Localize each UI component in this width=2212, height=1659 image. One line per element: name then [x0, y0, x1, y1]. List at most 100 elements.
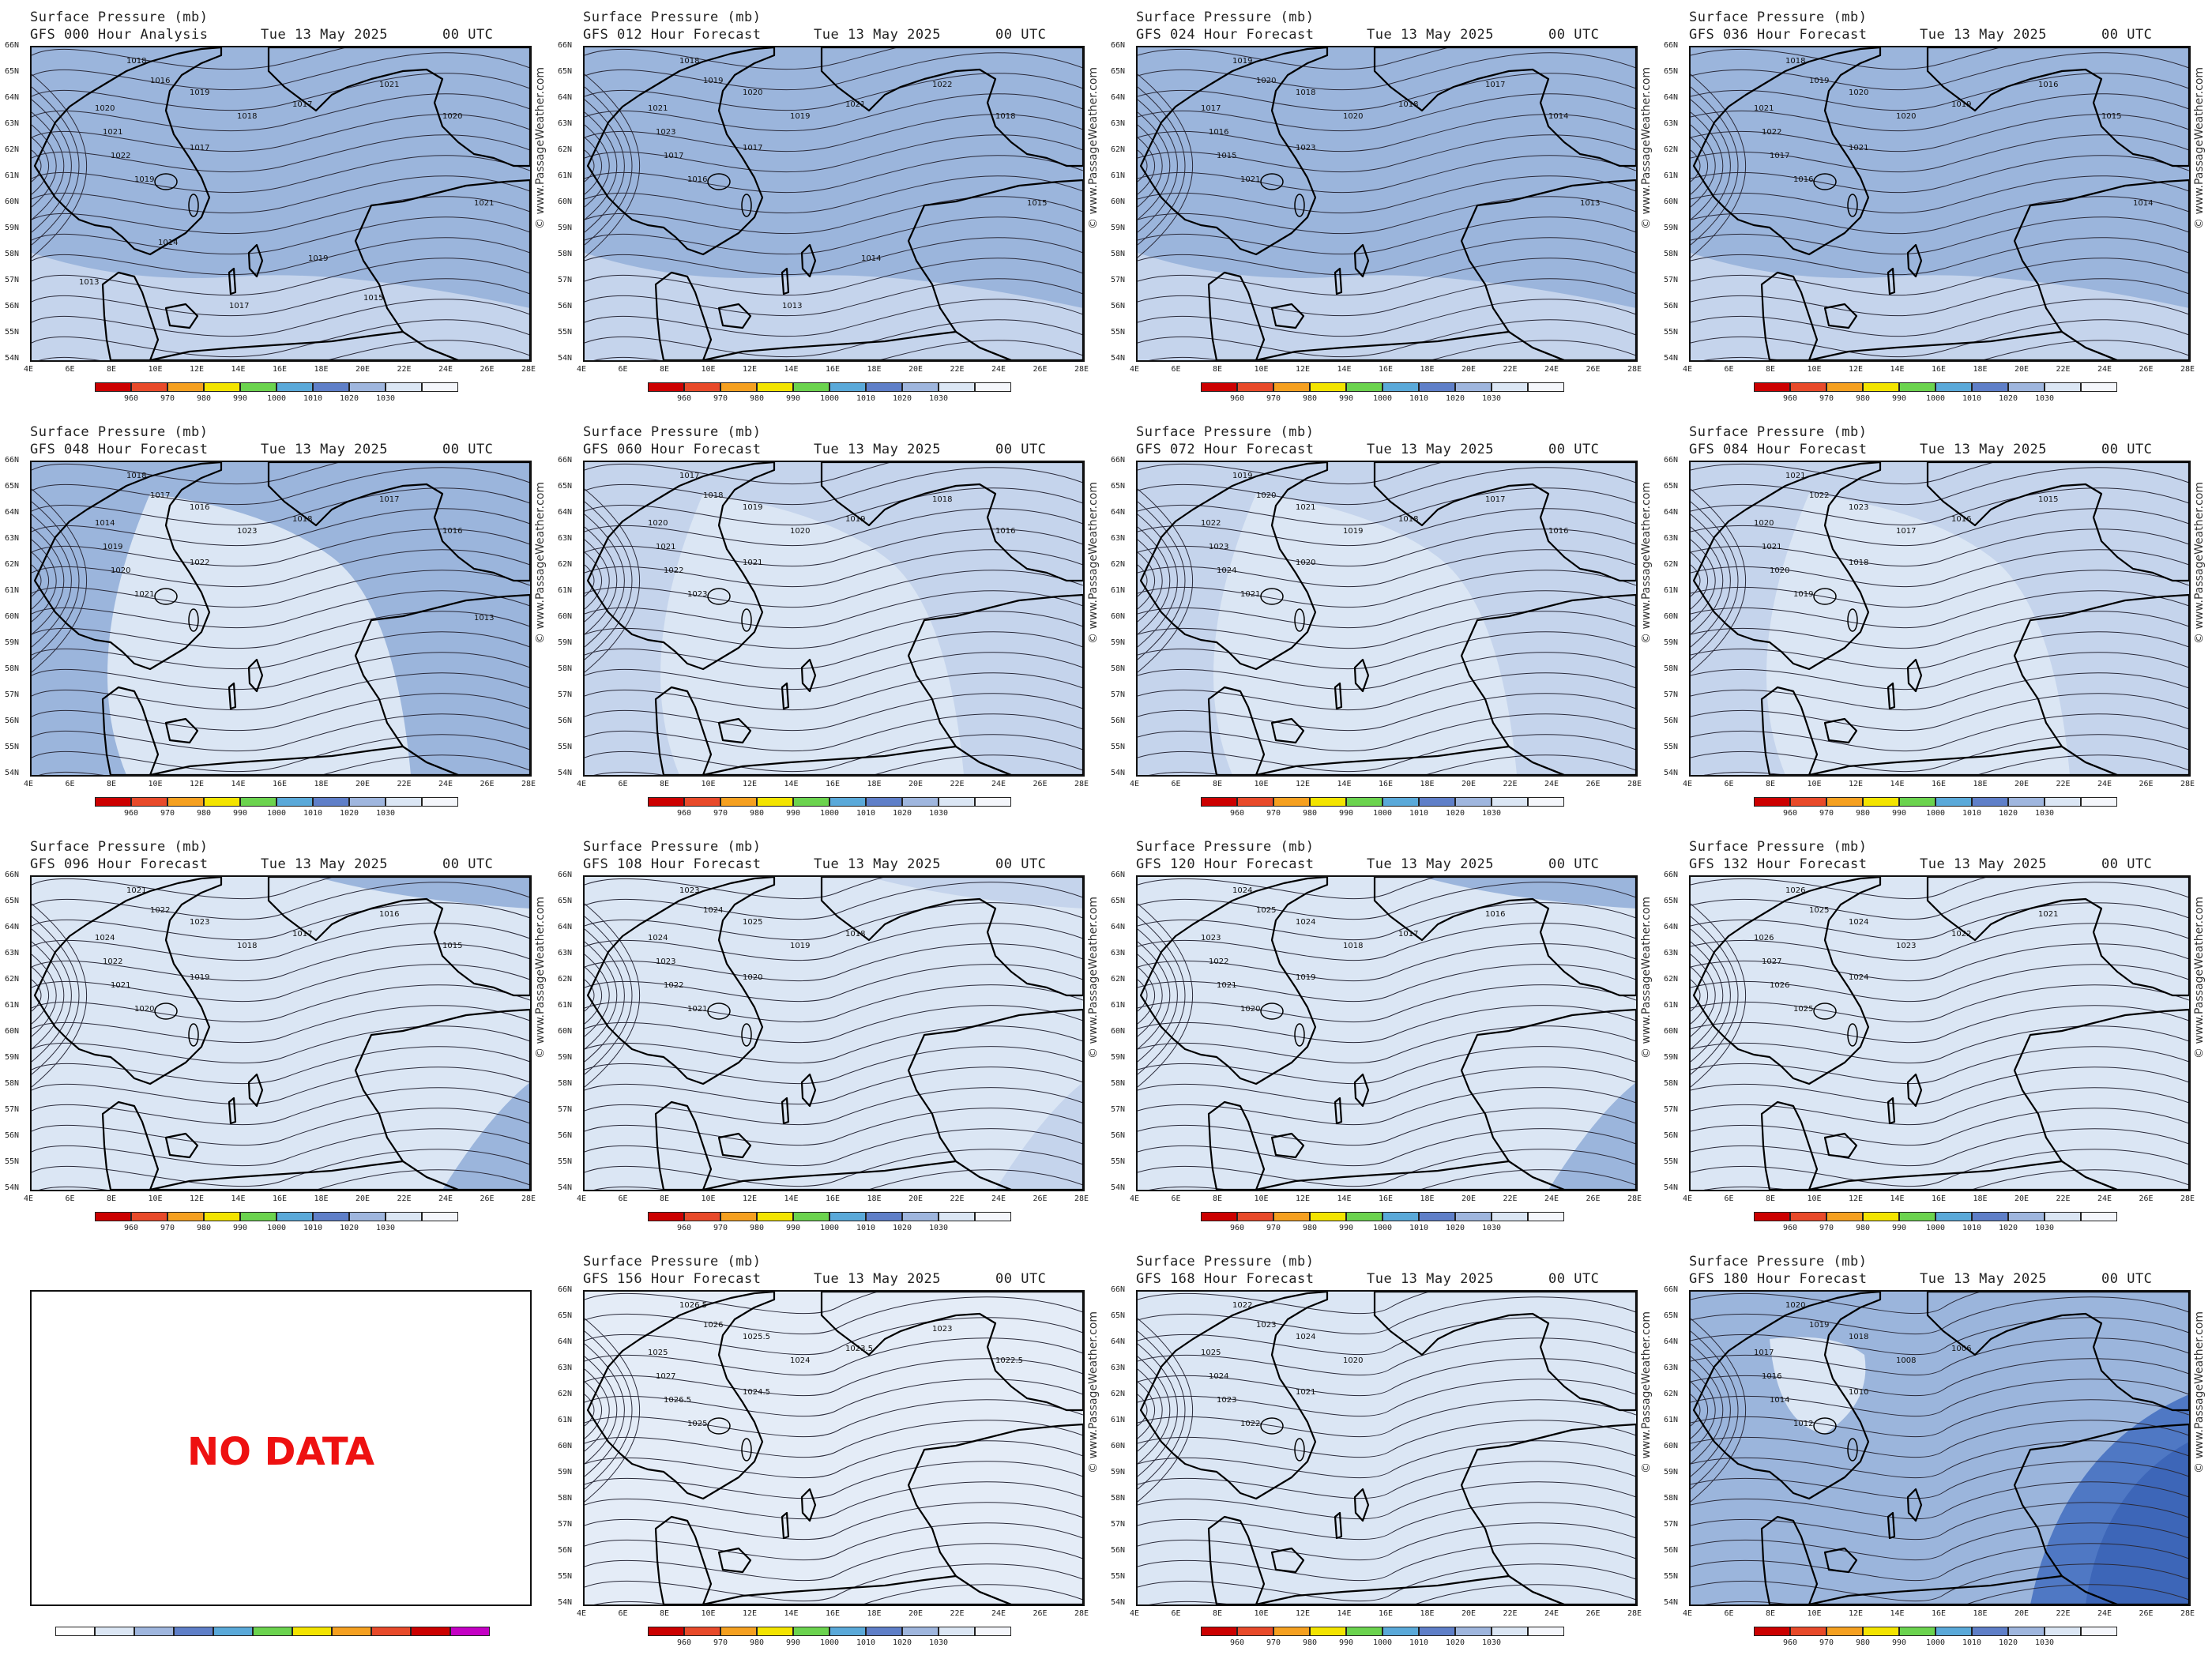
run-cycle: 00 UTC [1548, 1271, 1600, 1287]
panel-title: Surface Pressure (mb) [1689, 839, 1868, 855]
colorbar-label: 1030 [1481, 1224, 1502, 1232]
colorbar-label: 980 [749, 809, 765, 818]
longitude-label: 14E [784, 1194, 799, 1203]
colorbar-swatch [240, 797, 276, 807]
latitude-label: 58N [1111, 1079, 1126, 1088]
longitude-label: 12E [743, 780, 758, 788]
lake-vanern [707, 1003, 731, 1020]
colorbar-swatch [1273, 797, 1310, 807]
colorbar-label: 970 [713, 394, 728, 403]
isobar-lines [32, 47, 530, 360]
latitude-label: 55N [1664, 1572, 1679, 1581]
isobar-label: 1019 [790, 112, 810, 121]
latitude-label: 65N [558, 67, 573, 76]
colorbar-swatch [830, 382, 866, 392]
colorbar-label: 1010 [856, 809, 876, 818]
latitude-label: 65N [1664, 482, 1679, 491]
longitude-label: 14E [784, 780, 799, 788]
longitude-label: 14E [1337, 1194, 1352, 1203]
panel-title: Surface Pressure (mb) [30, 424, 209, 440]
latitude-label: 66N [1111, 871, 1126, 879]
isobar-label: 1023 [687, 590, 707, 599]
pressure-map: 1021 1022 1023 1020 1021 1020 1019 1018 1017 1016… [1689, 461, 2191, 777]
isobar-label: 1026.5 [679, 1301, 707, 1310]
colorbar-label: 980 [1855, 394, 1871, 403]
isobar-label: 1022 [103, 957, 122, 966]
isobar-label: 1019 [703, 77, 723, 85]
longitude-label: 24E [991, 780, 1006, 788]
isobar-label: 1017 [292, 930, 312, 939]
latitude-label: 66N [1664, 41, 1679, 50]
colorbar-label: 1020 [339, 394, 359, 403]
isobar-label: 1018 [1849, 559, 1868, 567]
latitude-label: 66N [1111, 1285, 1126, 1294]
latitude-label: 66N [558, 456, 573, 465]
longitude-label: 4E [577, 1194, 587, 1203]
colorbar-label: 1000 [266, 394, 287, 403]
colorbar-label: 1010 [1962, 1224, 1982, 1232]
colorbar-swatch [720, 1212, 757, 1221]
latitude-label: 54N [1111, 1183, 1126, 1192]
isobar-label: 1016 [1548, 527, 1568, 536]
colorbar-swatch [1899, 1627, 1936, 1636]
colorbar-swatch [1863, 382, 1899, 392]
lake-vanern [707, 588, 731, 605]
colorbar-swatch [95, 1627, 134, 1636]
longitude-label: 6E [65, 365, 75, 374]
longitude-label: 8E [660, 780, 670, 788]
longitude-label: 28E [2180, 365, 2195, 374]
colorbar-swatch [2081, 1627, 2117, 1636]
isobar-label: 1025 [1793, 1005, 1813, 1014]
isobar-label: 1025 [1256, 906, 1276, 915]
lake-vanern [1813, 1003, 1837, 1020]
latitude-label: 60N [1664, 1442, 1679, 1450]
longitude-label: 18E [1973, 780, 1988, 788]
longitude-label: 14E [1337, 365, 1352, 374]
isobar-label: 1018 [292, 515, 312, 524]
latitude-label: 57N [1111, 690, 1126, 699]
colorbar-swatch [386, 1212, 422, 1221]
colorbar-label: 960 [676, 809, 692, 818]
panel-title: Surface Pressure (mb) [583, 424, 762, 440]
colorbar-swatch [1310, 1627, 1346, 1636]
isobar-label: 1019 [134, 175, 154, 184]
colorbar-label: 1000 [1925, 809, 1946, 818]
colorbar-label: 990 [785, 809, 801, 818]
colorbar-swatch [204, 1212, 240, 1221]
latitude-label: 59N [5, 1053, 20, 1062]
coastlines [33, 462, 530, 775]
longitude-label: 24E [438, 365, 453, 374]
colorbar-swatch [684, 797, 720, 807]
latitude-label: 63N [1111, 534, 1126, 543]
latitude-label: 62N [1111, 1390, 1126, 1398]
colorbar-label: 980 [1855, 809, 1871, 818]
isobar-label: 1015 [1027, 199, 1047, 208]
longitude-label: 18E [1420, 1194, 1435, 1203]
longitude-label: 8E [1213, 1609, 1223, 1618]
latitude-label: 61N [1664, 1416, 1679, 1424]
longitude-label: 28E [521, 780, 536, 788]
isobar-label: 1015 [1217, 152, 1236, 160]
longitude-label: 22E [950, 780, 965, 788]
watermark: © www.PassageWeather.com [1087, 482, 1103, 762]
latitude-label: 61N [5, 586, 20, 595]
colorbar-swatch [1899, 1212, 1936, 1221]
forecast-hour: GFS 108 Hour Forecast [583, 856, 762, 872]
colorbar-swatch [648, 1627, 684, 1636]
colorbar-label: 970 [713, 1224, 728, 1232]
isobar-label: 1008 [1896, 1356, 1916, 1365]
colorbar-swatch [213, 1627, 253, 1636]
isobar-label: 1015 [2101, 112, 2121, 121]
longitude-label: 14E [1337, 780, 1352, 788]
latitude-label: 56N [1111, 1131, 1126, 1140]
latitude-label: 55N [1664, 328, 1679, 337]
lake-vattern [1847, 608, 1858, 632]
isobar-label: 1023 [1896, 942, 1916, 950]
colorbar-swatch [757, 1212, 793, 1221]
longitude-label: 4E [24, 1194, 34, 1203]
colorbar-swatch [2045, 1627, 2081, 1636]
colorbar: 960 970 980 990 1000 1010 1020 1030 [648, 1212, 1011, 1236]
longitude-label: 28E [1627, 1194, 1642, 1203]
isobar-label: 1017 [1485, 495, 1505, 504]
run-cycle: 00 UTC [2101, 442, 2153, 457]
